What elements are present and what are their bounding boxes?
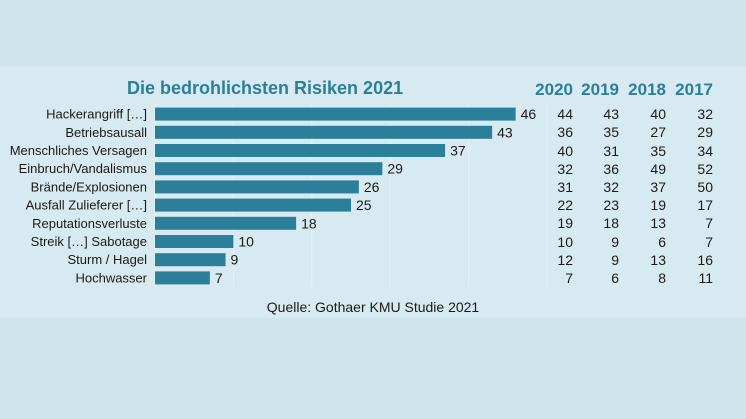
year-value-cell: 31 (603, 142, 619, 159)
year-value-cell: 52 (697, 160, 713, 177)
category-label: Reputationsverluste (32, 216, 147, 231)
year-value-cell: 43 (603, 106, 619, 123)
year-value-cell: 36 (557, 124, 573, 141)
year-value-cell: 11 (698, 269, 713, 286)
chart-title: Die bedrohlichsten Risiken 2021 (127, 78, 404, 98)
bar-value-label: 7 (215, 270, 223, 286)
year-value-cell: 50 (697, 178, 713, 195)
year-value-cell: 49 (650, 160, 666, 177)
year-value-cell: 31 (557, 178, 573, 195)
year-value-cell: 18 (603, 215, 619, 232)
year-value-cell: 34 (697, 142, 713, 159)
year-header: 2018 (628, 80, 666, 99)
year-value-cell: 9 (611, 233, 619, 250)
category-label: Brände/Explosionen (31, 179, 147, 194)
category-label: Betriebsausall (65, 125, 147, 140)
year-value-cell: 13 (650, 215, 666, 232)
year-value-cell: 10 (557, 233, 573, 250)
year-value-cell: 27 (650, 124, 666, 141)
category-label: Sturm / Hagel (68, 252, 148, 267)
bar-value-label: 9 (231, 252, 239, 268)
year-header: 2020 (535, 80, 573, 99)
category-label: Hackerangriff […] (46, 107, 147, 122)
category-label: Menschliches Versagen (10, 143, 147, 158)
bar (155, 107, 516, 121)
year-value-cell: 44 (557, 106, 573, 123)
year-value-cell: 40 (557, 142, 573, 159)
year-value-cell: 12 (557, 251, 573, 268)
bar-value-label: 46 (521, 106, 537, 122)
source-note: Quelle: Gothaer KMU Studie 2021 (266, 299, 480, 315)
bar-value-label: 10 (238, 234, 254, 250)
year-value-cell: 13 (650, 251, 666, 268)
year-value-cell: 7 (705, 233, 713, 250)
category-label: Hochwasser (75, 270, 147, 285)
year-value-cell: 40 (650, 106, 666, 123)
bar (155, 180, 359, 194)
year-value-cell: 35 (603, 124, 619, 141)
year-value-cell: 16 (697, 251, 713, 268)
year-value-cell: 7 (565, 269, 573, 286)
year-value-cell: 32 (603, 178, 619, 195)
bar (155, 125, 493, 139)
year-value-cell: 22 (557, 197, 573, 214)
year-value-cell: 19 (650, 197, 666, 214)
category-label: Streik […] Sabotage (31, 234, 147, 249)
bar-value-label: 18 (301, 215, 317, 231)
year-value-cell: 19 (557, 215, 573, 232)
bar (155, 216, 297, 230)
bar-value-label: 37 (450, 143, 466, 159)
bar-value-label: 26 (364, 179, 380, 195)
year-value-cell: 37 (650, 178, 666, 195)
year-value-cell: 9 (611, 251, 619, 268)
bar-value-label: 29 (387, 161, 403, 177)
year-value-cell: 29 (697, 124, 713, 141)
bar (155, 235, 234, 248)
bar (155, 198, 351, 212)
bar-value-label: 25 (356, 197, 372, 213)
year-header: 2019 (581, 80, 619, 99)
year-value-cell: 23 (603, 197, 619, 214)
category-label: Einbruch/Vandalismus (19, 161, 148, 176)
bar-value-label: 43 (497, 124, 513, 140)
year-value-cell: 7 (705, 215, 713, 232)
year-value-cell: 17 (697, 197, 713, 214)
year-header: 2017 (675, 80, 713, 99)
category-label: Ausfall Zulieferer […] (26, 198, 147, 213)
year-value-cell: 6 (611, 269, 619, 286)
year-value-cell: 36 (603, 160, 619, 177)
bar (155, 271, 210, 285)
year-value-cell: 35 (650, 142, 666, 159)
year-value-cell: 32 (697, 106, 713, 123)
year-value-cell: 8 (658, 269, 666, 286)
year-value-cell: 32 (557, 160, 573, 177)
bar (155, 144, 446, 157)
bar (155, 253, 226, 267)
bar (155, 162, 383, 176)
year-value-cell: 6 (658, 233, 666, 250)
